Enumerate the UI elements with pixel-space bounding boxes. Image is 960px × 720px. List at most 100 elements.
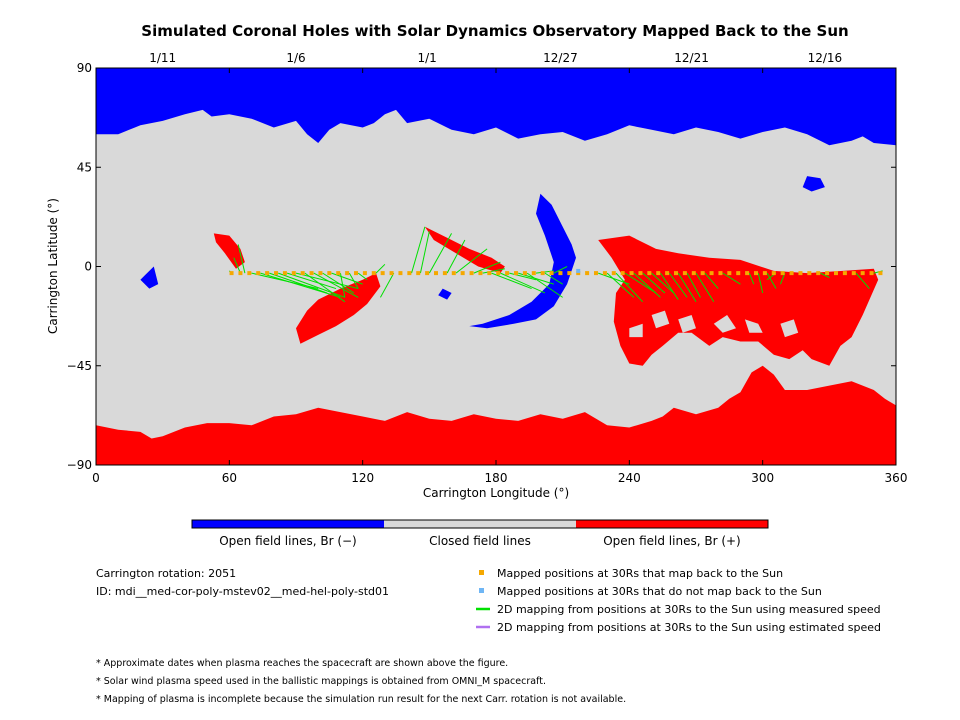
mapped-position-20 [407,271,412,276]
mapped-position-31 [505,271,510,276]
mapped-position-13 [345,271,350,276]
mapped-position-1 [238,271,243,276]
mapped-position-12 [336,271,341,276]
mapped-position-39 [576,271,581,276]
mapped-position-8 [300,271,305,276]
mapped-position-32 [514,271,518,276]
field-line-measured-1 [233,257,241,274]
date-tick-label-1: 1/6 [286,51,305,65]
mapped-position-33 [522,271,527,276]
x-tick-label-6: 360 [885,471,908,485]
mapped-position-62 [780,271,785,276]
y-tick-label-1: 45 [77,160,92,174]
colorbar-label-2: Open field lines, Br (+) [603,534,741,548]
mapped-position-42 [602,271,607,276]
mapped-position-48 [656,271,661,276]
mapped-position-47 [647,271,652,276]
mapped-position-7 [291,271,296,276]
mapped-position-4 [265,271,270,276]
mapped-position-14 [354,271,358,276]
mapped-position-58 [745,271,750,276]
field-line-measured-31 [544,272,563,285]
field-line-measured-37 [633,272,661,298]
north-polar-coronal-hole [96,68,896,146]
field-line-measured-44 [695,272,715,303]
mapped-position-16 [371,271,376,276]
mapped-position-25 [451,271,456,276]
field-line-measured-35 [615,272,644,303]
x-tick-label-0: 0 [92,471,100,485]
x-axis-label: Carrington Longitude (°) [423,486,569,500]
mapped-position-19 [398,271,403,276]
mapped-position-66 [816,271,821,276]
field-line-measured-53 [855,272,870,289]
field-line-measured-11 [322,272,355,294]
carrington-rotation-label: Carrington rotation: 2051 [96,567,236,580]
axes: 0 60 120 180 240 300 360 90 45 0 −45 −90 [67,61,908,485]
field-line-measured-14 [348,272,359,289]
mapped-position-21 [416,271,421,276]
mapped-position-35 [540,271,545,276]
y-tick-label-2: 0 [84,260,92,274]
field-line-measured-22 [455,248,488,274]
legend-label-2: 2D mapping from positions at 30Rs to the… [497,603,881,616]
field-line-measured-23 [473,261,501,274]
note-incomplete: * Mapping of plasma is incomplete becaus… [96,694,626,705]
mapped-position-9 [309,271,314,276]
mapped-position-67 [825,271,830,276]
field-line-measured-5 [269,272,328,294]
mapped-position-29 [487,271,492,276]
mapped-position-59 [754,271,758,276]
field-line-measured-4 [260,272,341,298]
coronal-hole-negative-7 [802,176,825,192]
mapped-position-41 [594,271,598,276]
chart-title: Simulated Coronal Holes with Solar Dynam… [141,22,848,40]
y-tick-label-4: −90 [67,458,92,472]
mapped-position-34 [531,271,536,276]
mapped-position-54 [709,271,714,276]
field-line-measured-40 [660,272,679,300]
date-tick-label-5: 12/16 [808,51,843,65]
mapped-position-70 [851,271,856,276]
mapped-position-27 [469,271,474,276]
mapped-position-2 [247,271,252,276]
x-tick-label-3: 180 [485,471,508,485]
mapped-position-3 [256,271,261,276]
x-tick-label-2: 120 [351,471,374,485]
closed-field-island-0 [651,310,670,329]
legend-label-0: Mapped positions at 30Rs that map back t… [497,567,783,580]
mapped-position-51 [682,271,687,276]
mapped-position-68 [834,271,838,276]
x-tick-label-5: 300 [751,471,774,485]
legend-label-3: 2D mapping from positions at 30Rs to the… [497,621,881,634]
date-tick-label-3: 12/27 [543,51,578,65]
field-line-measured-20 [428,233,452,274]
marker-legend: Mapped positions at 30Rs that map back t… [476,567,881,634]
field-line-measured-26 [500,272,546,294]
mapped-position-44 [620,271,625,276]
field-line-measured-42 [677,272,697,303]
field-line-measured-46 [722,272,741,285]
mapped-position-45 [629,271,634,276]
note-dates: * Approximate dates when plasma reaches … [96,658,508,669]
mapped-position-17 [380,271,385,276]
field-line-measured-18 [411,226,426,274]
colorbar-segment-0 [192,520,384,528]
mapped-position-57 [736,271,741,276]
legend-label-1: Mapped positions at 30Rs that do not map… [497,585,822,598]
mapped-position-15 [362,271,367,276]
field-line-measured-29 [526,272,563,298]
south-polar-coronal-hole [96,365,896,465]
mapped-position-71 [860,271,865,276]
field-line-measured-49 [766,272,777,289]
mapped-position-10 [318,271,323,276]
colorbar-frame [191,519,769,529]
coronal-hole-negative-4 [140,266,159,289]
coronal-hole-positive-2 [424,226,505,274]
field-line-measured-45 [704,272,719,289]
mapped-position-69 [842,271,847,276]
coronal-hole-negative-6 [438,288,452,300]
mapped-position-37 [558,271,563,276]
mapped-position-6 [282,271,287,276]
